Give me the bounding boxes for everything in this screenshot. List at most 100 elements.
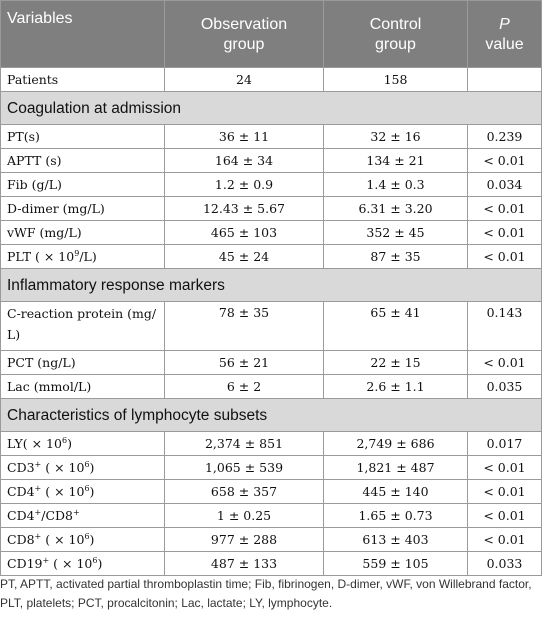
label-superscript: + bbox=[73, 508, 80, 517]
row-label: Patients bbox=[0, 67, 165, 92]
p-value: 0.239 bbox=[467, 124, 542, 149]
label-text: ( × 10 bbox=[49, 556, 93, 571]
control-value: 613 ± 403 bbox=[323, 527, 468, 552]
row-label: APTT (s) bbox=[0, 148, 165, 173]
section-lymphocyte: Characteristics of lymphocyte subsets bbox=[0, 398, 542, 432]
table-row: vWF (mg/L) 465 ± 103 352 ± 45 < 0.01 bbox=[0, 220, 542, 245]
header-p-line1: P bbox=[499, 16, 510, 33]
p-value: 0.017 bbox=[467, 431, 542, 456]
control-value: 6.31 ± 3.20 bbox=[323, 196, 468, 221]
control-value: 22 ± 15 bbox=[323, 350, 468, 375]
table-row-patients: Patients 24 158 bbox=[0, 67, 542, 92]
observation-value: 12.43 ± 5.67 bbox=[164, 196, 324, 221]
row-label: D-dimer (mg/L) bbox=[0, 196, 165, 221]
section-title: Inflammatory response markers bbox=[0, 268, 542, 302]
label-text: /L) bbox=[79, 249, 97, 264]
p-value bbox=[467, 67, 542, 92]
header-control-line2: group bbox=[375, 36, 416, 53]
p-value: < 0.01 bbox=[467, 244, 542, 269]
label-text: ) bbox=[89, 460, 95, 475]
table-row: PT(s) 36 ± 11 32 ± 16 0.239 bbox=[0, 124, 542, 149]
table-row: CD8+ ( × 106) 977 ± 288 613 ± 403 < 0.01 bbox=[0, 527, 542, 552]
observation-value: 1 ± 0.25 bbox=[164, 503, 324, 528]
label-superscript: + bbox=[42, 556, 50, 565]
row-label: CD8+ ( × 106) bbox=[0, 527, 165, 552]
row-label: CD19+ ( × 106) bbox=[0, 551, 165, 576]
row-label: CD4+ ( × 106) bbox=[0, 479, 165, 504]
observation-value: 465 ± 103 bbox=[164, 220, 324, 245]
p-value: < 0.01 bbox=[467, 196, 542, 221]
observation-value: 56 ± 21 bbox=[164, 350, 324, 375]
p-value: < 0.01 bbox=[467, 479, 542, 504]
label-text: CD3 bbox=[7, 460, 35, 475]
control-value: 87 ± 35 bbox=[323, 244, 468, 269]
p-value: < 0.01 bbox=[467, 350, 542, 375]
control-value: 352 ± 45 bbox=[323, 220, 468, 245]
table-row: PLT ( × 109/L) 45 ± 24 87 ± 35 < 0.01 bbox=[0, 244, 542, 269]
row-label: vWF (mg/L) bbox=[0, 220, 165, 245]
control-value: 445 ± 140 bbox=[323, 479, 468, 504]
label-text: ( × 10 bbox=[41, 460, 85, 475]
header-observation-group: Observation group bbox=[164, 0, 324, 68]
label-text: ( × 10 bbox=[41, 484, 85, 499]
p-value: 0.035 bbox=[467, 374, 542, 399]
observation-value: 36 ± 11 bbox=[164, 124, 324, 149]
observation-value: 24 bbox=[164, 67, 324, 92]
observation-value: 78 ± 35 bbox=[164, 301, 324, 351]
row-label: CD4+/CD8+ bbox=[0, 503, 165, 528]
label-superscript: + bbox=[34, 460, 42, 469]
label-text: CD8 bbox=[7, 532, 35, 547]
control-value: 1.4 ± 0.3 bbox=[323, 172, 468, 197]
section-title: Characteristics of lymphocyte subsets bbox=[0, 398, 542, 432]
section-inflammatory: Inflammatory response markers bbox=[0, 268, 542, 302]
control-value: 2.6 ± 1.1 bbox=[323, 374, 468, 399]
control-value: 1,821 ± 487 bbox=[323, 455, 468, 480]
row-label: C-reaction protein (mg/ L) bbox=[0, 301, 165, 351]
row-label: PT(s) bbox=[0, 124, 165, 149]
header-control-group: Control group bbox=[323, 0, 468, 68]
label-text: CD4 bbox=[7, 484, 35, 499]
p-value: < 0.01 bbox=[467, 220, 542, 245]
control-value: 559 ± 105 bbox=[323, 551, 468, 576]
section-title: Coagulation at admission bbox=[0, 91, 542, 125]
row-label: CD3+ ( × 106) bbox=[0, 455, 165, 480]
label-superscript: + bbox=[34, 484, 42, 493]
control-value: 158 bbox=[323, 67, 468, 92]
label-superscript: 6 bbox=[92, 556, 98, 565]
table-row: D-dimer (mg/L) 12.43 ± 5.67 6.31 ± 3.20 … bbox=[0, 196, 542, 221]
label-text: ) bbox=[97, 556, 103, 571]
control-value: 2,749 ± 686 bbox=[323, 431, 468, 456]
label-text: CD4 bbox=[7, 508, 35, 523]
header-p-line2: value bbox=[485, 36, 524, 53]
observation-value: 977 ± 288 bbox=[164, 527, 324, 552]
label-text: ) bbox=[89, 532, 95, 547]
p-value: < 0.01 bbox=[467, 503, 542, 528]
control-value: 65 ± 41 bbox=[323, 301, 468, 351]
label-superscript: + bbox=[34, 508, 42, 517]
label-superscript: 6 bbox=[84, 532, 90, 541]
label-text: LY( × 10 bbox=[7, 436, 62, 451]
table-row: C-reaction protein (mg/ L) 78 ± 35 65 ± … bbox=[0, 301, 542, 351]
control-value: 1.65 ± 0.73 bbox=[323, 503, 468, 528]
observation-value: 45 ± 24 bbox=[164, 244, 324, 269]
label-text: /CD8 bbox=[41, 508, 74, 523]
label-text: CD19 bbox=[7, 556, 43, 571]
label-text: PLT ( × 10 bbox=[7, 249, 75, 264]
control-value: 134 ± 21 bbox=[323, 148, 468, 173]
table-row: CD4+ ( × 106) 658 ± 357 445 ± 140 < 0.01 bbox=[0, 479, 542, 504]
table-row: Fib (g/L) 1.2 ± 0.9 1.4 ± 0.3 0.034 bbox=[0, 172, 542, 197]
label-text: ) bbox=[89, 484, 95, 499]
p-value: 0.033 bbox=[467, 551, 542, 576]
table-row: PCT (ng/L) 56 ± 21 22 ± 15 < 0.01 bbox=[0, 350, 542, 375]
observation-value: 487 ± 133 bbox=[164, 551, 324, 576]
label-superscript: 9 bbox=[74, 249, 80, 258]
header-control-line1: Control bbox=[369, 16, 422, 33]
table-footnote: PT, APTT, activated partial thromboplast… bbox=[0, 577, 532, 610]
row-label: PLT ( × 109/L) bbox=[0, 244, 165, 269]
p-value: 0.034 bbox=[467, 172, 542, 197]
observation-value: 164 ± 34 bbox=[164, 148, 324, 173]
label-superscript: + bbox=[34, 532, 42, 541]
p-value: 0.143 bbox=[467, 301, 542, 351]
p-value: < 0.01 bbox=[467, 148, 542, 173]
row-label: LY( × 106) bbox=[0, 431, 165, 456]
